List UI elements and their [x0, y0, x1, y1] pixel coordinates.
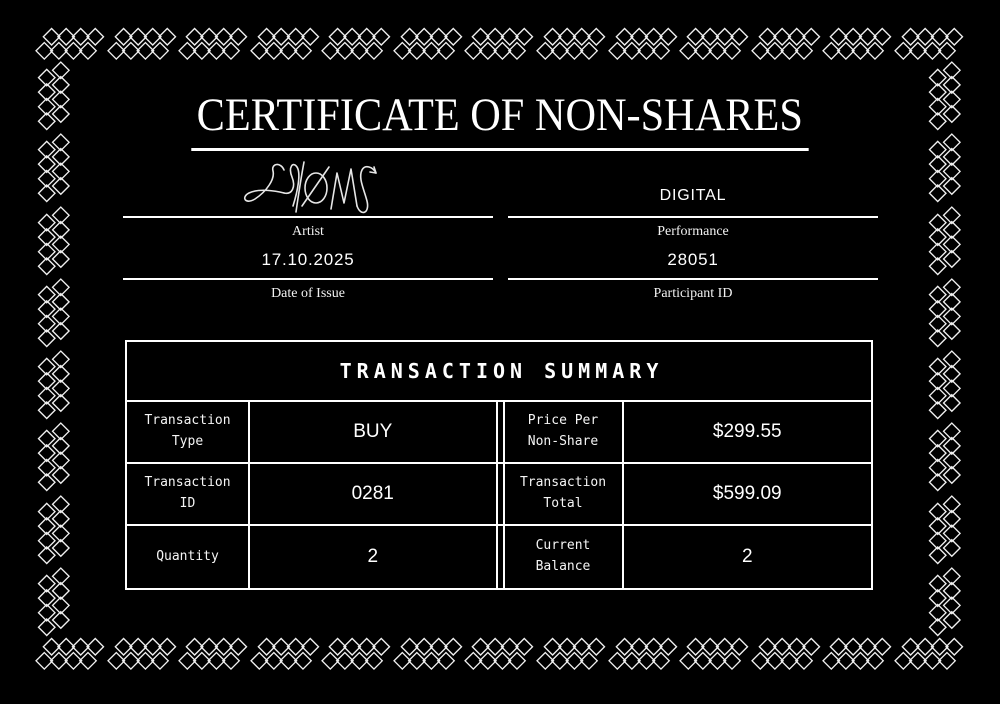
cell-label: Transaction Type: [127, 402, 250, 464]
cell-label: Current Balance: [502, 526, 624, 588]
field-participant-id: 28051 Participant ID: [508, 240, 878, 302]
field-label-performance: Performance: [657, 224, 729, 239]
title-block: CERTIFICATE OF NON-SHARES: [0, 92, 1000, 151]
page-title: CERTIFICATE OF NON-SHARES: [191, 92, 809, 151]
cell-value: 2: [741, 546, 753, 567]
field-artist: Artist: [123, 160, 493, 240]
signature-icon: [243, 161, 377, 214]
border-pattern-bottom: [38, 638, 963, 672]
border-pattern-top: [38, 28, 963, 62]
cell-label: Transaction Total: [502, 464, 624, 526]
artist-signature-area: [123, 160, 493, 216]
field-value-date: 17.10.2025: [261, 250, 355, 269]
cell-value: 0281: [250, 464, 498, 526]
cell-value: 2: [250, 526, 498, 588]
cell-label: Transaction ID: [127, 464, 250, 526]
certificate-fields: Artist DIGITAL Performance 17.10.2025 Da…: [123, 160, 878, 302]
field-line: [123, 278, 493, 280]
cell-label: Price Per Non-Share: [502, 402, 624, 464]
field-line: [508, 278, 878, 280]
field-label-artist: Artist: [292, 224, 324, 239]
cell-value: BUY: [250, 402, 498, 464]
field-line: [123, 216, 493, 218]
summary-body: Transaction Type BUY Price Per Non-Share…: [127, 402, 871, 588]
field-label-participant: Participant ID: [653, 286, 733, 301]
cell-value: $599.09: [623, 464, 871, 526]
field-line: [508, 216, 878, 218]
field-value-performance: DIGITAL: [659, 187, 727, 204]
field-performance: DIGITAL Performance: [508, 160, 878, 240]
cell-value: $299.55: [623, 402, 871, 464]
transaction-summary-table: TRANSACTION SUMMARY Transaction Type BUY…: [125, 340, 873, 590]
summary-title: TRANSACTION SUMMARY: [127, 342, 871, 402]
field-value-participant: 28051: [667, 250, 719, 269]
cell-label: Quantity: [127, 526, 250, 588]
field-label-date: Date of Issue: [271, 286, 345, 301]
field-date-of-issue: 17.10.2025 Date of Issue: [123, 240, 493, 302]
